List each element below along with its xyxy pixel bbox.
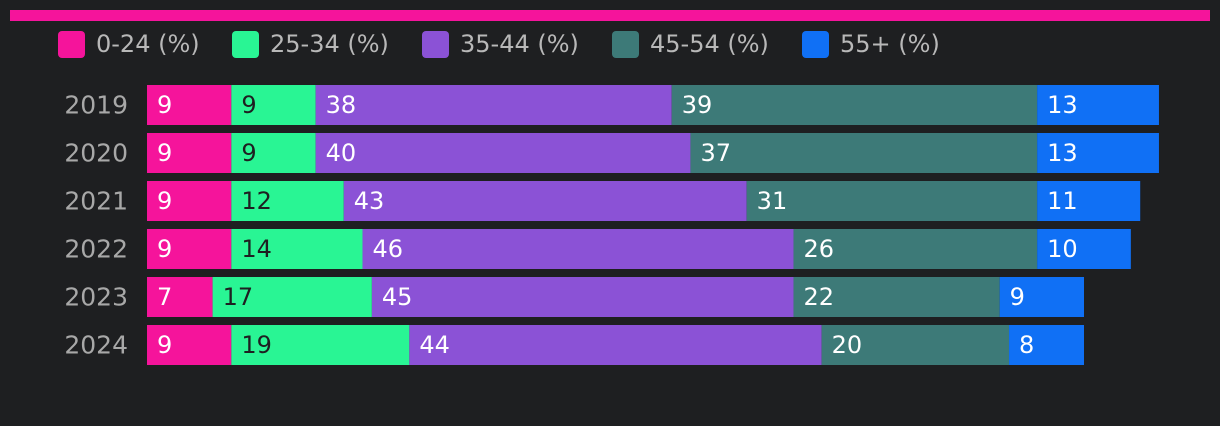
bar-segment xyxy=(1037,133,1159,173)
data-label: 9 xyxy=(157,235,172,263)
bar-segment xyxy=(147,85,232,125)
data-label: 46 xyxy=(373,235,404,263)
bar-segment xyxy=(147,277,213,317)
data-label: 37 xyxy=(700,139,731,167)
legend-label: 45-54 (%) xyxy=(650,30,769,58)
bar-segment xyxy=(147,181,232,221)
data-label: 11 xyxy=(1047,187,1078,215)
legend-label: 55+ (%) xyxy=(840,30,940,58)
data-label: 44 xyxy=(419,331,450,359)
data-label: 19 xyxy=(241,331,272,359)
data-label: 9 xyxy=(157,187,172,215)
y-tick-label: 2023 xyxy=(64,283,128,312)
y-tick-label: 2020 xyxy=(64,139,128,168)
bar-segment xyxy=(1009,325,1084,365)
bar-segment xyxy=(315,133,691,173)
data-label: 45 xyxy=(382,283,413,311)
legend-swatch xyxy=(232,31,259,58)
y-tick-label: 2024 xyxy=(64,331,128,360)
y-tick-label: 2019 xyxy=(64,91,128,120)
y-tick-label: 2021 xyxy=(64,187,128,216)
data-label: 38 xyxy=(326,91,357,119)
bar-segment xyxy=(231,133,316,173)
data-label: 14 xyxy=(241,235,272,263)
data-label: 22 xyxy=(804,283,835,311)
bar-segment xyxy=(231,85,316,125)
data-label: 12 xyxy=(241,187,272,215)
bar-segment xyxy=(343,181,747,221)
bar-segment xyxy=(231,229,363,269)
bar-segment xyxy=(1037,229,1131,269)
bar-segment xyxy=(1037,85,1159,125)
bar-segment xyxy=(231,181,344,221)
top-accent-bar xyxy=(10,10,1210,21)
bar-segment xyxy=(690,133,1038,173)
bar-segment xyxy=(371,277,794,317)
legend-swatch xyxy=(612,31,639,58)
data-label: 7 xyxy=(157,283,172,311)
data-label: 39 xyxy=(682,91,713,119)
data-label: 26 xyxy=(804,235,835,263)
data-label: 9 xyxy=(157,331,172,359)
bar-segment xyxy=(147,133,232,173)
data-label: 9 xyxy=(241,139,256,167)
bar-segment xyxy=(671,85,1038,125)
y-tick-label: 2022 xyxy=(64,235,128,264)
legend-label: 35-44 (%) xyxy=(460,30,579,58)
legend-label: 25-34 (%) xyxy=(270,30,389,58)
data-label: 9 xyxy=(157,91,172,119)
data-label: 9 xyxy=(241,91,256,119)
data-label: 13 xyxy=(1047,139,1078,167)
bar-segment xyxy=(793,277,1000,317)
legend-swatch xyxy=(422,31,449,58)
data-label: 43 xyxy=(354,187,385,215)
data-label: 13 xyxy=(1047,91,1078,119)
data-label: 8 xyxy=(1019,331,1034,359)
legend-swatch xyxy=(58,31,85,58)
bar-segment xyxy=(147,229,232,269)
data-label: 10 xyxy=(1047,235,1078,263)
data-label: 17 xyxy=(223,283,254,311)
legend-swatch xyxy=(802,31,829,58)
bar-segment xyxy=(147,325,232,365)
data-label: 31 xyxy=(757,187,788,215)
bar-segment xyxy=(821,325,1010,365)
bar-segment xyxy=(793,229,1038,269)
bar-segment xyxy=(746,181,1038,221)
data-label: 9 xyxy=(1010,283,1025,311)
bar-segment xyxy=(362,229,794,269)
bar-segment xyxy=(999,277,1084,317)
data-label: 20 xyxy=(832,331,863,359)
bar-segment xyxy=(315,85,672,125)
bar-segment xyxy=(212,277,372,317)
bar-segment xyxy=(1037,181,1141,221)
data-label: 9 xyxy=(157,139,172,167)
bar-segment xyxy=(409,325,822,365)
data-label: 40 xyxy=(326,139,357,167)
legend-label: 0-24 (%) xyxy=(96,30,200,58)
bar-segment xyxy=(231,325,410,365)
